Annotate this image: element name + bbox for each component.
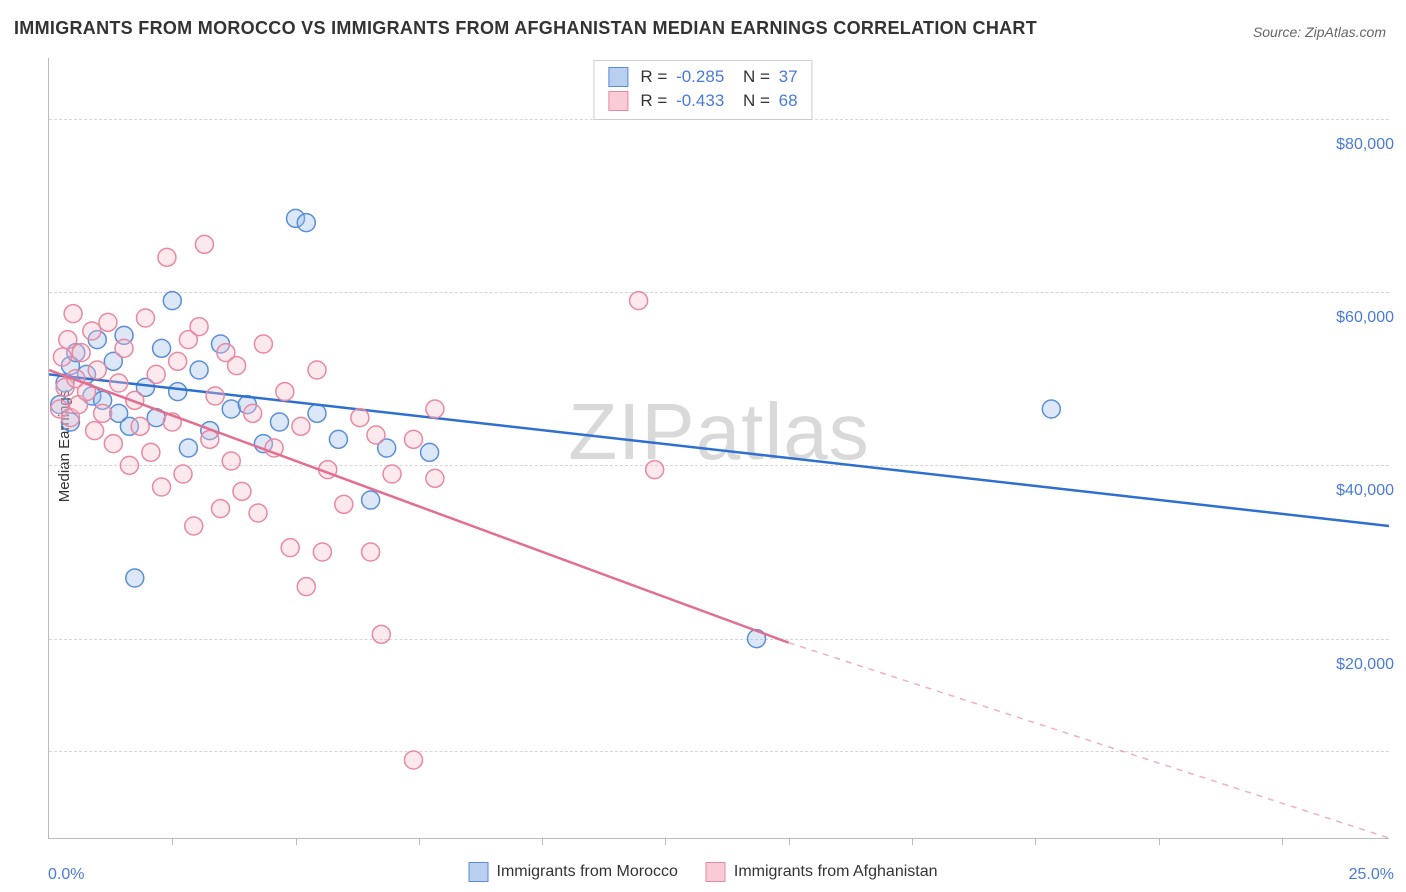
r-label: R =	[640, 91, 667, 110]
n-label: N =	[743, 67, 770, 86]
legend-item-morocco: Immigrants from Morocco	[468, 862, 677, 882]
x-tick-label: 0.0%	[48, 866, 84, 884]
chart-container: IMMIGRANTS FROM MOROCCO VS IMMIGRANTS FR…	[0, 0, 1406, 892]
swatch-icon	[608, 67, 628, 87]
r-label: R =	[640, 67, 667, 86]
legend-label-morocco: Immigrants from Morocco	[496, 863, 677, 881]
n-value-morocco: 37	[779, 67, 798, 86]
chart-title: IMMIGRANTS FROM MOROCCO VS IMMIGRANTS FR…	[14, 18, 1037, 39]
legend-row-afghanistan: R = -0.433 N = 68	[608, 89, 797, 113]
swatch-icon	[706, 862, 726, 882]
swatch-icon	[468, 862, 488, 882]
correlation-legend: R = -0.285 N = 37 R = -0.433 N = 68	[593, 60, 812, 120]
plot-svg	[49, 58, 1389, 838]
swatch-icon	[608, 91, 628, 111]
r-value-afghanistan: -0.433	[676, 91, 724, 110]
x-tick-label: 25.0%	[1349, 866, 1394, 884]
legend-row-morocco: R = -0.285 N = 37	[608, 65, 797, 89]
source-attribution: Source: ZipAtlas.com	[1253, 24, 1386, 40]
plot-area: ZIPatlas	[48, 58, 1389, 839]
n-value-afghanistan: 68	[779, 91, 798, 110]
legend-item-afghanistan: Immigrants from Afghanistan	[706, 862, 938, 882]
r-value-morocco: -0.285	[676, 67, 724, 86]
n-label: N =	[743, 91, 770, 110]
legend-label-afghanistan: Immigrants from Afghanistan	[734, 863, 938, 881]
series-legend: Immigrants from Morocco Immigrants from …	[468, 862, 937, 882]
